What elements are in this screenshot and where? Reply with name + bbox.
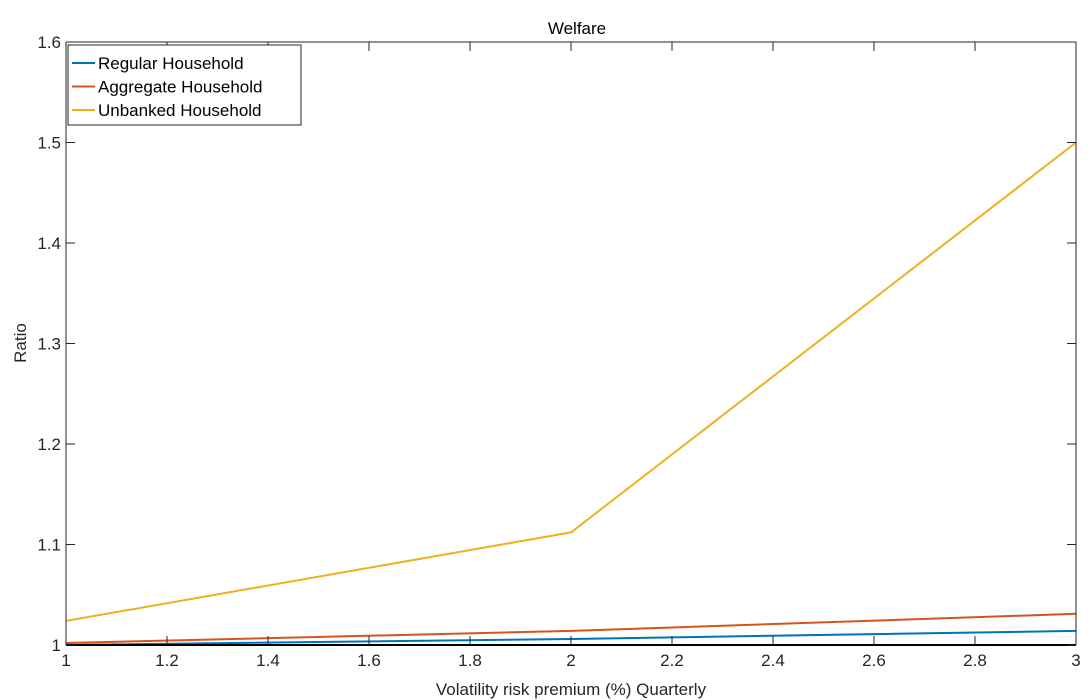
- legend: Regular Household Aggregate Household Unba…: [67, 44, 302, 126]
- x-tick-label: 1.4: [256, 651, 280, 670]
- y-axis-label: Ratio: [11, 323, 30, 363]
- y-axis: 1 1.1 1.2 1.3 1.4 1.5 1.6: [37, 33, 1076, 655]
- y-tick-label: 1.4: [37, 234, 61, 253]
- y-tick-label: 1: [52, 636, 61, 655]
- plot-area: [66, 42, 1076, 645]
- legend-label: Regular Household: [98, 54, 244, 73]
- y-tick-label: 1.6: [37, 33, 61, 52]
- series-line-3: [65, 141, 1077, 622]
- x-tick-label: 2.6: [862, 651, 886, 670]
- x-tick-label: 2.2: [660, 651, 684, 670]
- x-tick-label: 2: [566, 651, 575, 670]
- x-tick-label: 2.4: [761, 651, 785, 670]
- x-tick-label: 3: [1071, 651, 1080, 670]
- x-tick-label: 1.2: [155, 651, 179, 670]
- x-tick-label: 2.8: [963, 651, 987, 670]
- y-tick-label: 1.5: [37, 134, 61, 153]
- legend-label: Unbanked Household: [98, 101, 262, 120]
- y-tick-label: 1.1: [37, 536, 61, 555]
- x-tick-label: 1: [61, 651, 70, 670]
- x-axis: 1 1.2 1.4 1.6 1.8 2 2.2 2.4 2.6 2.8 3: [61, 42, 1081, 670]
- chart-title: Welfare: [548, 19, 606, 38]
- legend-label: Aggregate Household: [98, 78, 262, 97]
- series-line-2: [65, 612, 1077, 644]
- y-tick-label: 1.3: [37, 335, 61, 354]
- y-tick-label: 1.2: [37, 435, 61, 454]
- x-tick-label: 1.8: [458, 651, 482, 670]
- legend-box: [67, 44, 302, 126]
- x-tick-label: 1.6: [357, 651, 381, 670]
- x-axis-label: Volatility risk premium (%) Quarterly: [436, 680, 707, 699]
